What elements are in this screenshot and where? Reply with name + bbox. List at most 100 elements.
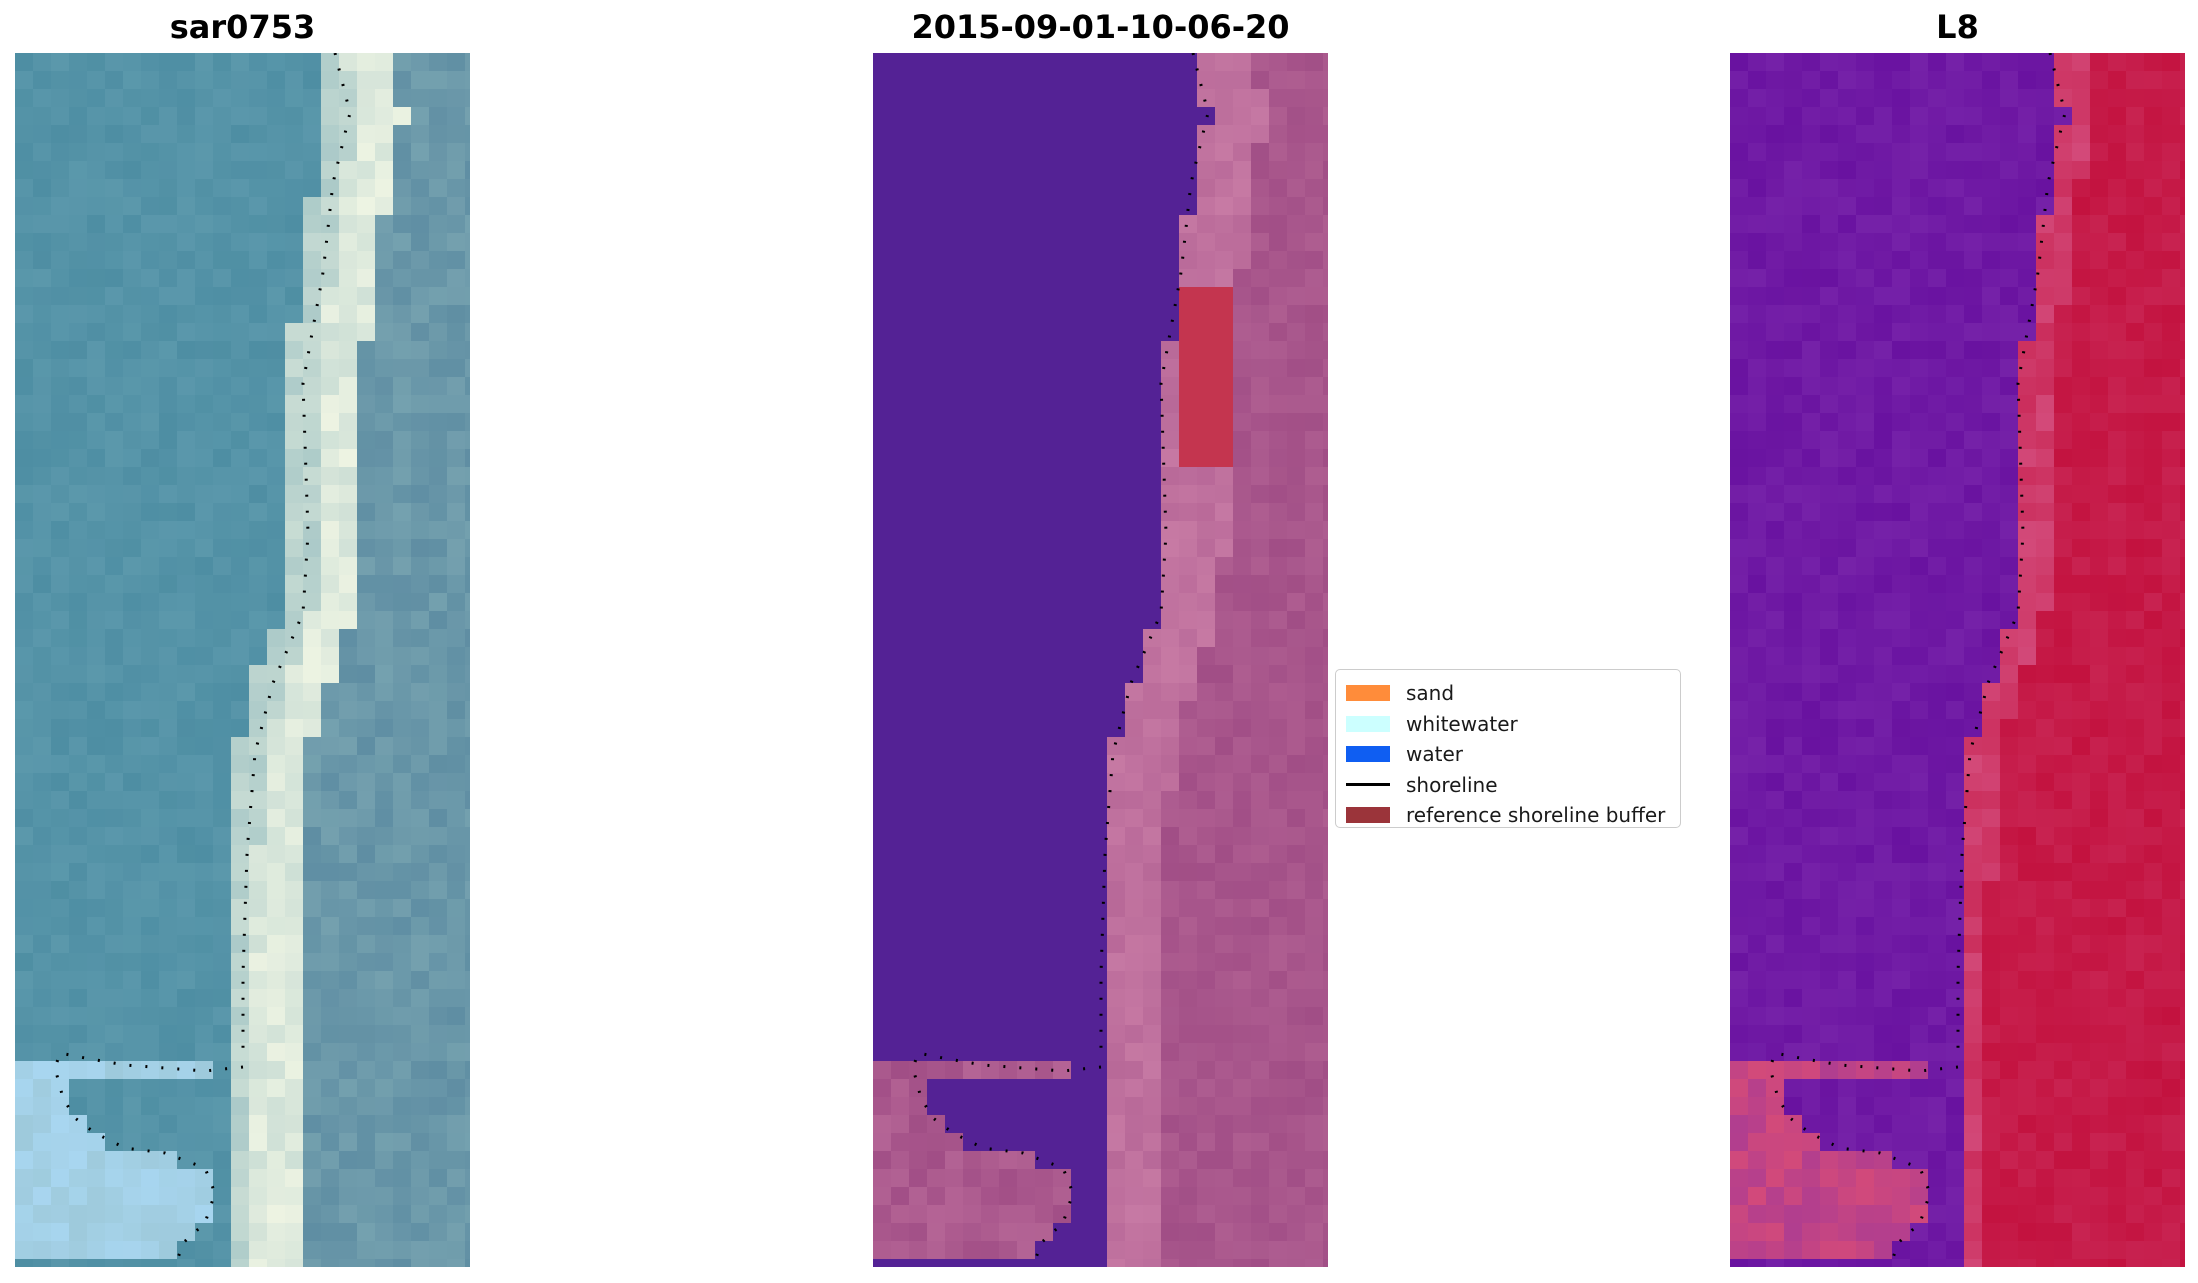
pixel-cell <box>873 917 892 936</box>
pixel-cell <box>375 809 394 828</box>
pixel-cell <box>357 899 376 918</box>
pixel-cell <box>87 1169 106 1188</box>
pixel-cell <box>1766 1007 1785 1026</box>
pixel-cell <box>429 899 448 918</box>
pixel-cell <box>1964 143 1983 162</box>
pixel-cell <box>321 431 340 450</box>
pixel-cell <box>429 953 448 972</box>
pixel-cell <box>1089 1061 1108 1080</box>
pixel-cell <box>891 1223 910 1242</box>
pixel-cell <box>465 359 470 378</box>
pixel-cell <box>303 647 322 666</box>
pixel-cell <box>1820 773 1839 792</box>
pixel-cell <box>1179 125 1198 144</box>
pixel-cell <box>69 71 88 90</box>
pixel-cell <box>15 323 34 342</box>
pixel-cell <box>213 773 232 792</box>
pixel-cell <box>1089 485 1108 504</box>
pixel-cell <box>1215 1115 1234 1134</box>
pixel-cell <box>51 485 70 504</box>
pixel-cell <box>33 341 52 360</box>
pixel-cell <box>1838 1025 1857 1044</box>
pixel-cell <box>1251 89 1270 108</box>
pixel-cell <box>1107 647 1126 666</box>
pixel-cell <box>1964 251 1983 270</box>
pixel-cell <box>2036 917 2055 936</box>
pixel-cell <box>1035 431 1054 450</box>
pixel-cell <box>2090 971 2109 990</box>
pixel-cell <box>465 125 470 144</box>
pixel-cell <box>1143 1061 1162 1080</box>
pixel-cell <box>2072 323 2091 342</box>
pixel-cell <box>1053 1241 1072 1260</box>
pixel-cell <box>249 557 268 576</box>
pixel-cell <box>195 809 214 828</box>
pixel-cell <box>1179 107 1198 126</box>
pixel-cell <box>891 1133 910 1152</box>
pixel-cell <box>1035 1241 1054 1260</box>
pixel-cell <box>1233 1079 1252 1098</box>
pixel-cell <box>231 161 250 180</box>
pixel-cell <box>1874 989 1893 1008</box>
pixel-cell <box>195 1151 214 1170</box>
pixel-cell <box>1107 737 1126 756</box>
pixel-cell <box>1802 485 1821 504</box>
pixel-cell <box>123 251 142 270</box>
pixel-cell <box>999 665 1018 684</box>
pixel-cell <box>1748 125 1767 144</box>
pixel-cell <box>1946 161 1965 180</box>
pixel-cell <box>411 647 430 666</box>
pixel-cell <box>1089 1115 1108 1134</box>
pixel-cell <box>1143 467 1162 486</box>
pixel-cell <box>2144 107 2163 126</box>
pixel-cell <box>1143 989 1162 1008</box>
pixel-cell <box>15 881 34 900</box>
pixel-cell <box>393 161 412 180</box>
pixel-cell <box>1730 539 1749 558</box>
pixel-cell <box>357 755 376 774</box>
pixel-cell <box>1017 1007 1036 1026</box>
pixel-cell <box>1233 143 1252 162</box>
pixel-cell <box>2162 521 2181 540</box>
pixel-cell <box>963 593 982 612</box>
pixel-cell <box>1928 323 1947 342</box>
pixel-cell <box>963 953 982 972</box>
pixel-cell <box>1089 521 1108 540</box>
pixel-cell <box>1982 935 2001 954</box>
pixel-cell <box>141 413 160 432</box>
pixel-cell <box>1161 971 1180 990</box>
pixel-cell <box>375 71 394 90</box>
pixel-cell <box>1197 1187 1216 1206</box>
pixel-cell <box>1784 557 1803 576</box>
pixel-cell <box>927 467 946 486</box>
pixel-cell <box>1251 701 1270 720</box>
pixel-cell <box>873 215 892 234</box>
pixel-cell <box>1287 1259 1306 1267</box>
pixel-cell <box>927 899 946 918</box>
pixel-cell <box>411 53 430 72</box>
pixel-cell <box>1035 161 1054 180</box>
pixel-cell <box>1748 917 1767 936</box>
pixel-cell <box>1766 197 1785 216</box>
pixel-cell <box>1143 971 1162 990</box>
pixel-cell <box>1766 413 1785 432</box>
pixel-cell <box>1215 179 1234 198</box>
pixel-cell <box>1982 719 2001 738</box>
pixel-cell <box>357 827 376 846</box>
pixel-cell <box>411 143 430 162</box>
pixel-cell <box>1251 125 1270 144</box>
pixel-cell <box>2180 287 2185 306</box>
pixel-cell <box>285 341 304 360</box>
pixel-cell <box>873 593 892 612</box>
pixel-cell <box>1053 611 1072 630</box>
pixel-cell <box>105 1061 124 1080</box>
pixel-cell <box>1748 233 1767 252</box>
pixel-cell <box>1035 1007 1054 1026</box>
pixel-cell <box>1269 503 1288 522</box>
pixel-cell <box>447 881 466 900</box>
pixel-cell <box>2162 971 2181 990</box>
pixel-cell <box>321 215 340 234</box>
pixel-cell <box>2162 935 2181 954</box>
pixel-cell <box>927 1061 946 1080</box>
pixel-cell <box>981 863 1000 882</box>
